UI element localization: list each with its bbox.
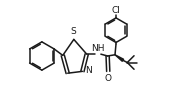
Text: O: O [105,74,112,83]
Text: S: S [70,27,76,36]
Text: N: N [85,66,92,75]
Text: NH: NH [91,44,104,53]
Polygon shape [115,55,124,61]
Text: Cl: Cl [111,6,120,15]
